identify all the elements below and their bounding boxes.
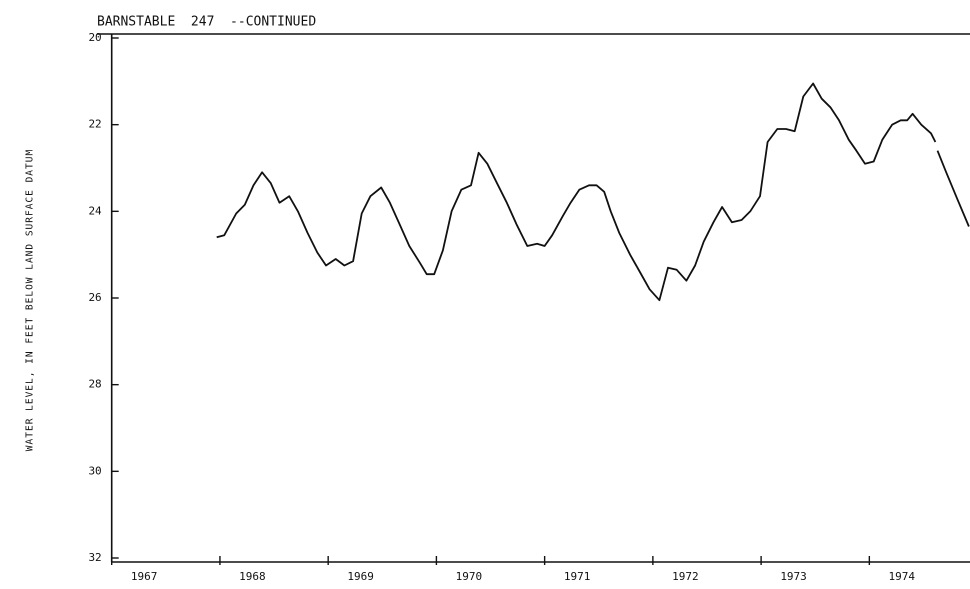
x-tick-label: 1974 xyxy=(889,570,916,583)
y-axis-label: WATER LEVEL, IN FEET BELOW LAND SURFACE … xyxy=(25,149,36,451)
y-tick-label: 32 xyxy=(88,551,101,564)
y-tick-label: 24 xyxy=(88,204,102,217)
x-tick-label: 1971 xyxy=(564,570,591,583)
x-tick-label: 1970 xyxy=(456,570,483,583)
x-tick-label: 1972 xyxy=(672,570,699,583)
y-tick-label: 22 xyxy=(88,118,101,131)
x-tick-label: 1969 xyxy=(347,570,374,583)
y-tick-label: 20 xyxy=(88,31,101,44)
data-line xyxy=(216,82,970,302)
x-tick-label: 1968 xyxy=(239,570,266,583)
x-tick-label: 1973 xyxy=(780,570,807,583)
y-tick-label: 28 xyxy=(88,378,101,391)
y-tick-label: 26 xyxy=(88,291,101,304)
chart-title: BARNSTABLE 247 --CONTINUED xyxy=(97,15,316,30)
y-tick-label: 30 xyxy=(88,464,101,477)
x-tick-label: 1967 xyxy=(131,570,158,583)
